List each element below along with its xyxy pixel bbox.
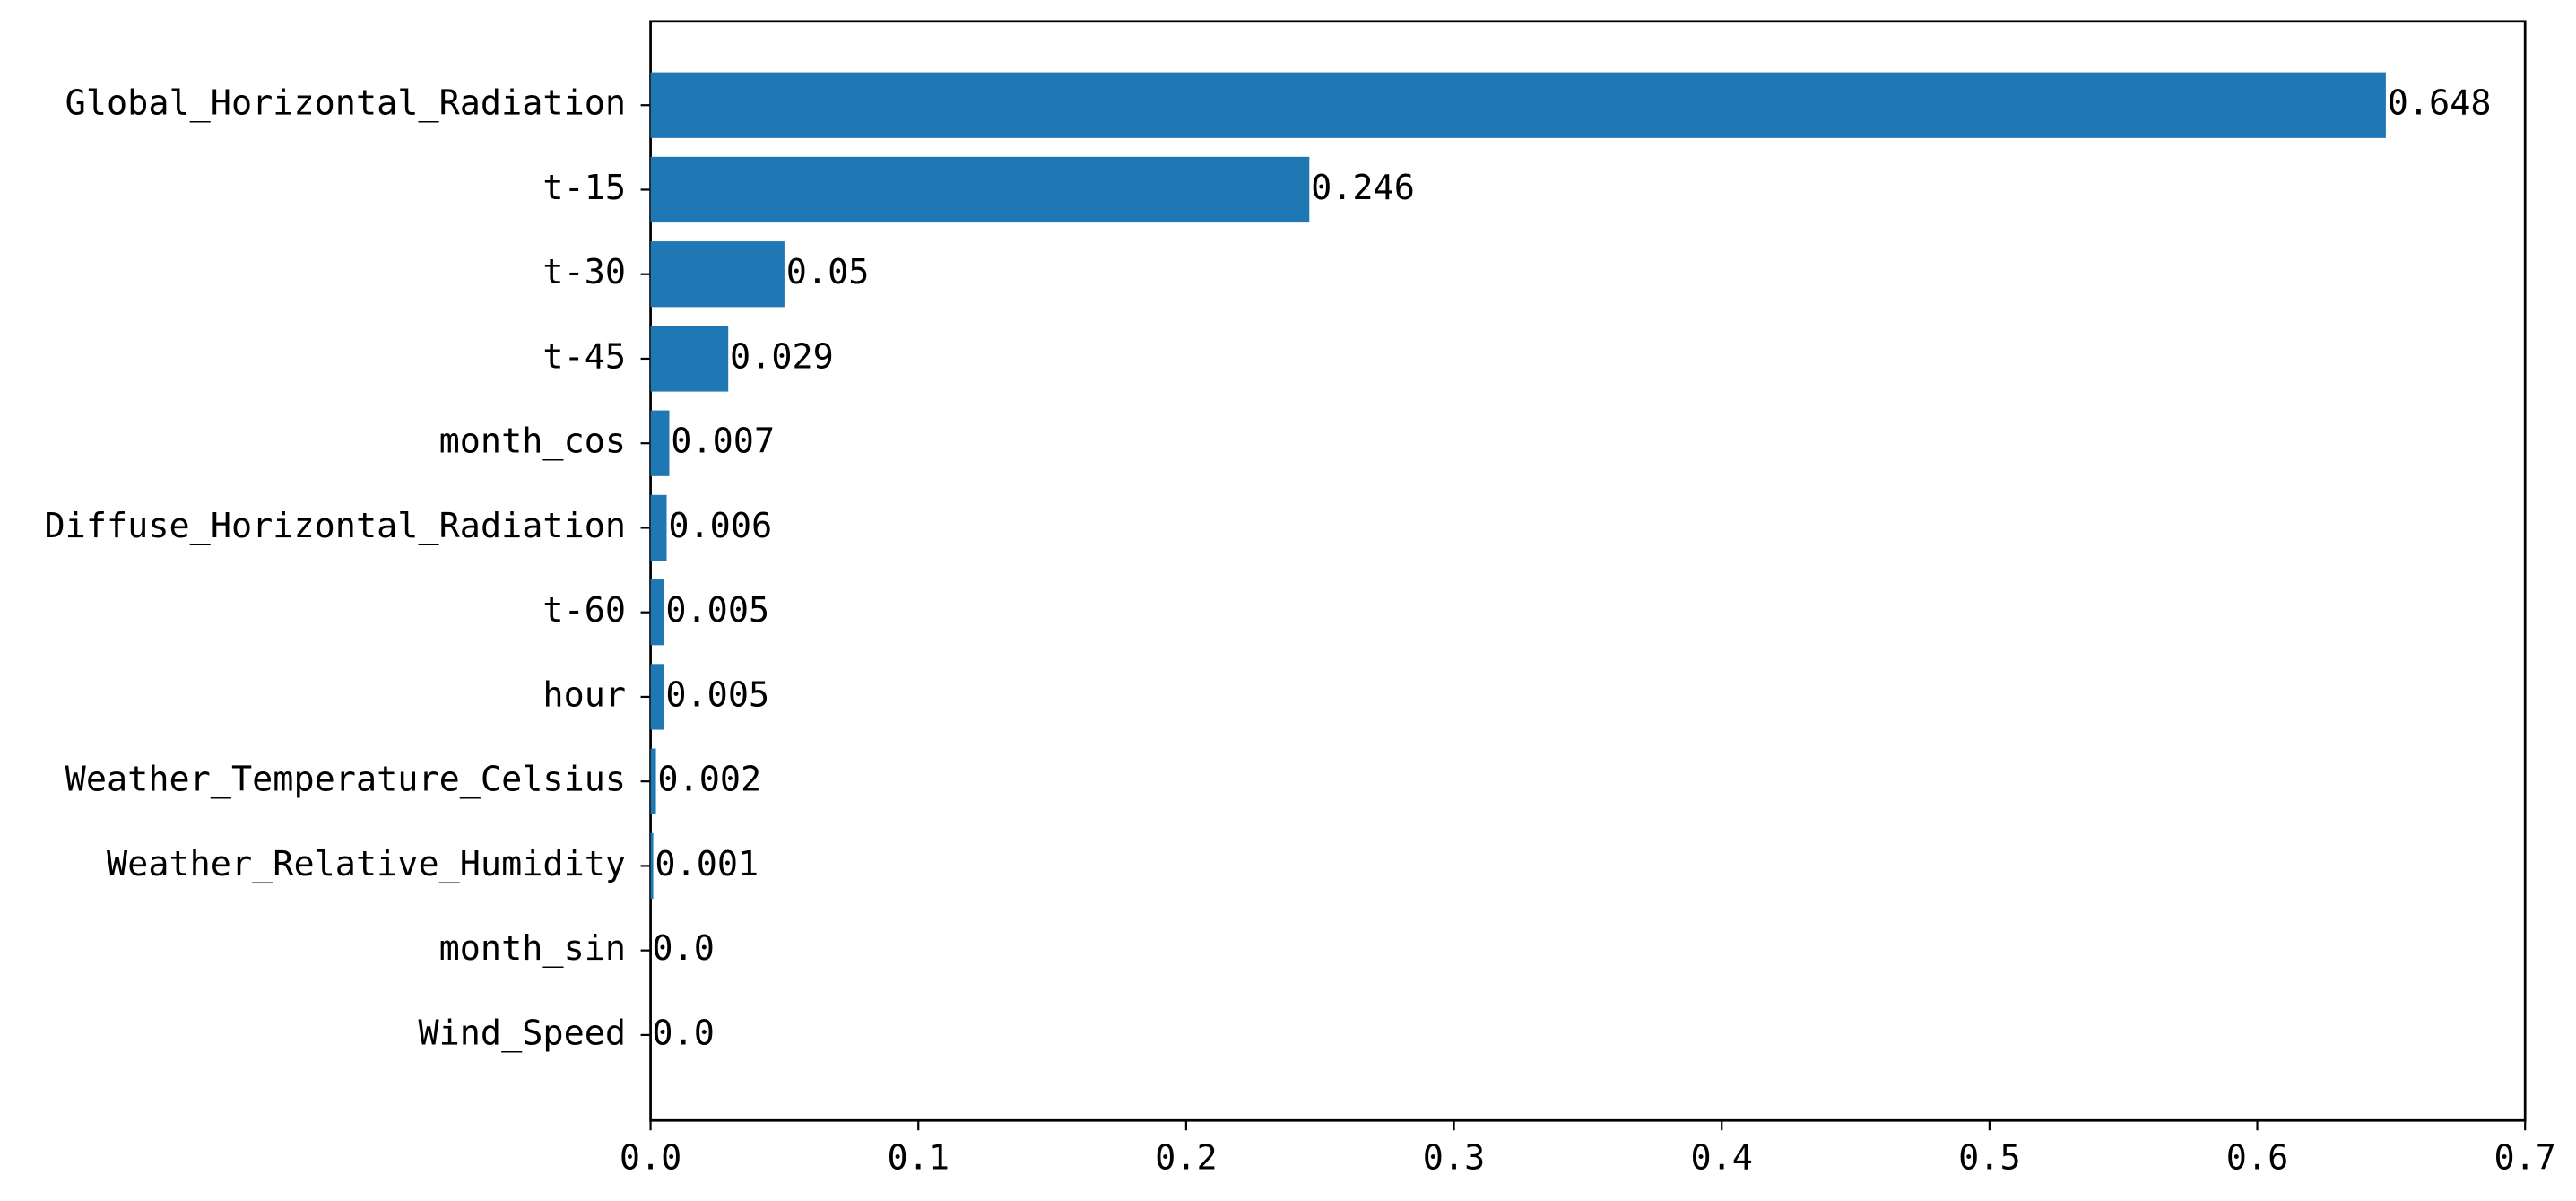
y-tick-label: t-15: [542, 168, 626, 208]
bar: [650, 748, 656, 814]
value-label: 0.005: [665, 674, 769, 715]
x-tick-label: 0.4: [1690, 1138, 1752, 1179]
y-tick-label: t-60: [542, 590, 626, 631]
bar: [650, 664, 664, 730]
bar: [650, 326, 729, 392]
value-label: 0.246: [1311, 168, 1415, 208]
value-label: 0.648: [2388, 83, 2492, 124]
value-label: 0.029: [730, 336, 834, 377]
value-label: 0.05: [786, 252, 870, 292]
y-tick-label: Weather_Relative_Humidity: [107, 844, 626, 884]
y-tick-label: t-45: [542, 336, 626, 377]
y-tick-label: Weather_Temperature_Celsius: [65, 760, 626, 800]
y-tick-label: hour: [542, 674, 626, 715]
value-label: 0.001: [655, 844, 759, 884]
y-tick-label: Wind_Speed: [418, 1013, 626, 1053]
y-tick-label: month_sin: [439, 928, 626, 969]
y-tick-label: t-30: [542, 252, 626, 292]
x-tick-label: 0.5: [1958, 1138, 2020, 1179]
x-tick-label: 0.7: [2494, 1138, 2555, 1179]
x-tick-label: 0.2: [1155, 1138, 1217, 1179]
bar: [650, 494, 667, 561]
x-tick-label: 0.0: [620, 1138, 681, 1179]
value-label: 0.005: [665, 590, 769, 631]
bar: [650, 410, 670, 476]
value-label: 0.0: [652, 1013, 714, 1053]
value-label: 0.0: [652, 928, 714, 969]
y-tick-label: Diffuse_Horizontal_Radiation: [45, 506, 627, 546]
y-tick-label: month_cos: [439, 422, 626, 462]
plot-frame: [649, 20, 2527, 1122]
x-tick-label: 0.3: [1423, 1138, 1485, 1179]
value-label: 0.002: [657, 760, 761, 800]
value-label: 0.007: [671, 422, 775, 462]
bar: [650, 72, 2386, 138]
bar: [650, 241, 785, 308]
x-tick-label: 0.1: [887, 1138, 949, 1179]
value-label: 0.006: [668, 506, 772, 546]
bar: [650, 579, 664, 646]
bar: [650, 832, 654, 900]
y-tick-label: Global_Horizontal_Radiation: [65, 83, 626, 124]
x-tick-label: 0.6: [2226, 1138, 2288, 1179]
bar: [650, 156, 1310, 223]
